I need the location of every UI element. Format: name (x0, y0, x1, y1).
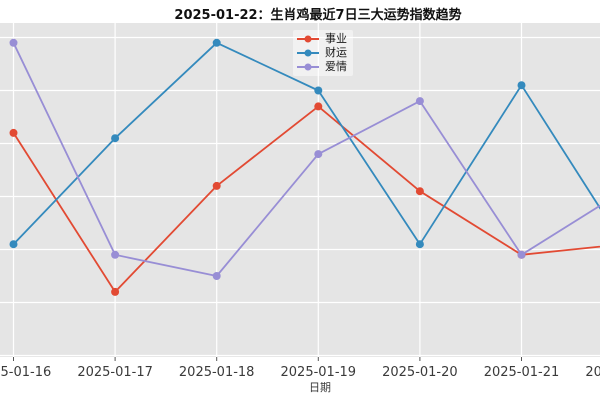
legend-item-career: 事业 (297, 33, 347, 45)
series-爱情 (9, 38, 600, 280)
data-point-marker (212, 181, 221, 190)
plot-background (0, 23, 600, 357)
legend-dot-icon (304, 35, 312, 43)
data-point-marker (111, 287, 120, 296)
legend-dot-icon (304, 63, 312, 71)
x-axis: 2025-01-16 2025-01-17 2025-01-18 2025-01-19… (0, 357, 600, 380)
data-point-marker (314, 86, 323, 95)
data-point-marker (314, 102, 323, 111)
x-tick-label: 2025-01-17 (77, 365, 153, 380)
legend-dot-icon (304, 49, 312, 57)
legend-line-icon (297, 49, 319, 57)
legend-item-love: 爱情 (297, 61, 347, 73)
x-tick-label: 2025-01-22 (585, 365, 600, 380)
x-tick-label: 2025-01-21 (484, 365, 560, 380)
legend-item-wealth: 财运 (297, 47, 347, 59)
data-point-marker (314, 150, 323, 159)
chart-title: 2025-01-22：生肖鸡最近7日三大运势指数趋势 (174, 8, 462, 23)
legend-label: 事业 (325, 32, 347, 45)
data-point-marker (517, 250, 526, 259)
data-point-marker (212, 38, 221, 47)
gridlines (0, 23, 600, 357)
legend-line-icon (297, 63, 319, 71)
data-point-marker (212, 272, 221, 280)
x-axis-label: 日期 (309, 381, 331, 394)
data-point-marker (111, 250, 120, 259)
data-point-marker (111, 134, 120, 143)
data-point-marker (415, 187, 424, 196)
chart-legend: 事业 财运 爱情 (293, 30, 353, 76)
data-point-marker (9, 240, 18, 249)
series-财运 (9, 38, 600, 249)
x-tick-label: 2025-01-16 (0, 365, 51, 380)
x-tick-label: 2025-01-18 (179, 365, 255, 380)
legend-label: 爱情 (325, 60, 347, 73)
legend-line-icon (297, 35, 319, 43)
data-point-marker (415, 240, 424, 249)
data-point-marker (9, 128, 18, 137)
data-point-marker (9, 38, 18, 47)
data-point-marker (415, 97, 424, 106)
legend-label: 财运 (325, 46, 347, 59)
data-point-marker (517, 81, 526, 90)
x-tick-label: 2025-01-20 (382, 365, 458, 380)
x-tick-label: 2025-01-19 (281, 365, 357, 380)
